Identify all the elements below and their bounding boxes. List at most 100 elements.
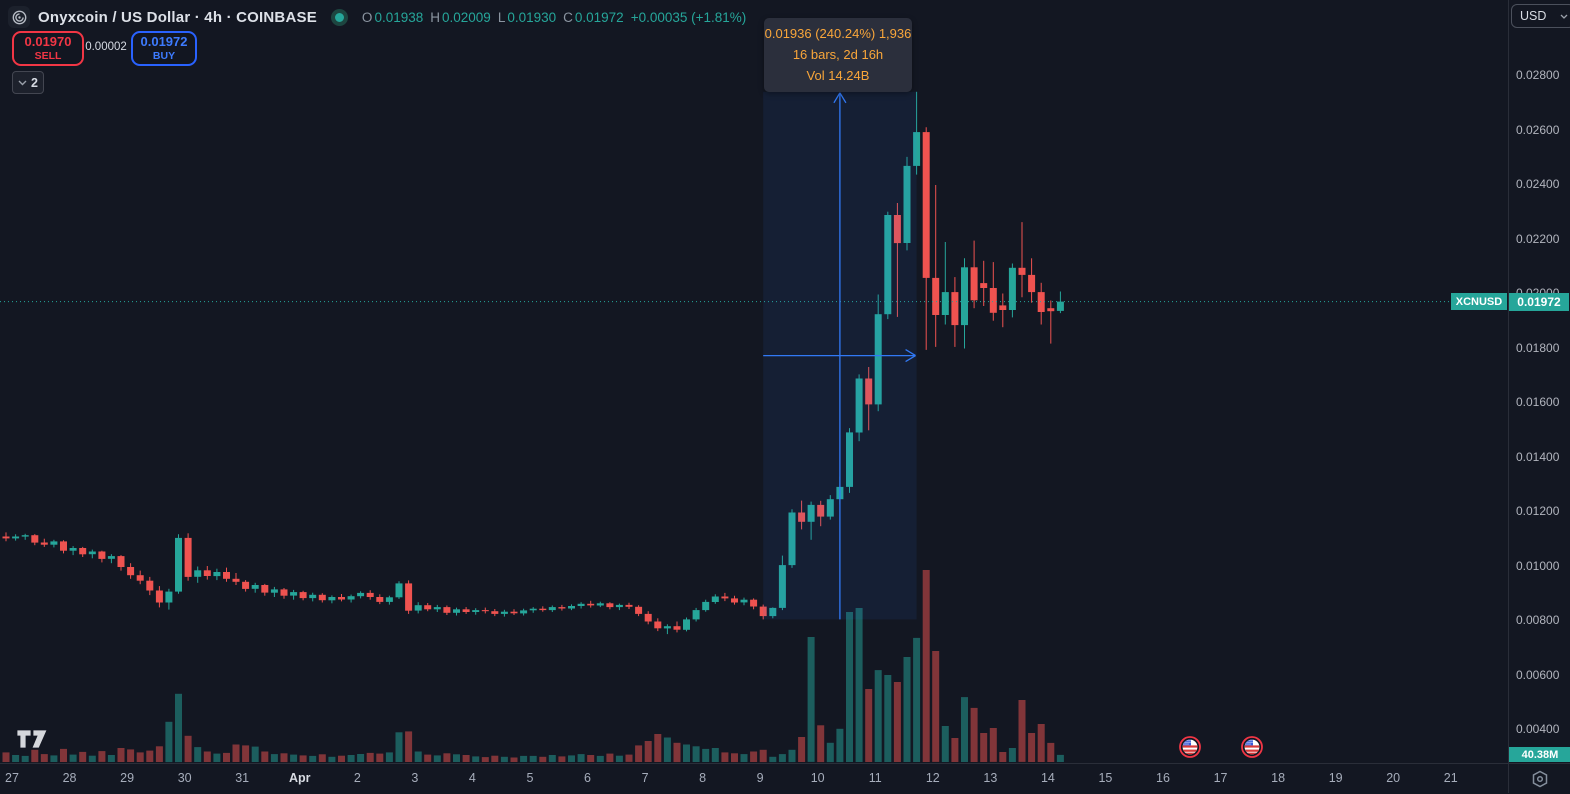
volume-bar: [472, 756, 480, 762]
candle-body: [88, 551, 96, 555]
volume-bar: [462, 755, 470, 762]
us-flag-icon[interactable]: [1179, 736, 1201, 758]
time-axis-tick: 4: [468, 771, 476, 785]
candle-body: [951, 292, 959, 326]
candle-body: [31, 535, 39, 543]
time-axis-tick: 2: [353, 771, 361, 785]
us-flag-icon[interactable]: [1241, 736, 1263, 758]
low-label: L: [497, 9, 506, 25]
candle-body: [357, 592, 365, 597]
volume-bar: [961, 697, 968, 762]
time-axis-tick: 15: [1098, 771, 1113, 785]
gear-icon: [1532, 770, 1548, 787]
high-label: H: [430, 9, 440, 25]
candle-body: [625, 604, 633, 607]
time-axis-tick: 20: [1386, 771, 1401, 785]
volume-bar: [2, 752, 10, 762]
volume-bar: [941, 726, 949, 762]
currency-selector[interactable]: USD: [1511, 4, 1570, 28]
market-status-dot[interactable]: [330, 8, 348, 26]
price-axis-tick: 0.01000: [1516, 558, 1560, 573]
volume-bar: [635, 745, 643, 762]
candle-body: [903, 165, 911, 243]
candle-body: [1056, 301, 1064, 311]
price-axis-tick: 0.01400: [1516, 449, 1560, 464]
candle-body: [491, 611, 499, 614]
time-axis-tick: 13: [983, 771, 998, 785]
volume-bar: [548, 755, 556, 762]
measure-bar-count: 16 bars, 2d 16h: [792, 47, 884, 62]
time-axis-tick: 12: [925, 771, 940, 785]
chart-pane[interactable]: [0, 0, 1508, 793]
volume-bar: [299, 755, 307, 762]
close-value: 0.01972: [574, 9, 624, 25]
volume-bar: [433, 755, 441, 762]
candle-body: [558, 607, 566, 609]
volume-bar: [1008, 748, 1016, 762]
volume-bar: [769, 756, 777, 763]
time-axis-tick: 28: [62, 771, 77, 785]
candle-body: [970, 267, 978, 301]
candle-body: [520, 610, 528, 614]
candle-body: [980, 283, 988, 288]
volume-bar: [989, 728, 997, 762]
volume-bar: [970, 707, 978, 762]
open-label: O: [361, 9, 373, 25]
measure-arrowhead-up: [833, 92, 847, 104]
volume-bar: [453, 754, 460, 762]
volume-bar: [31, 749, 39, 763]
volume-bar: [155, 746, 163, 762]
time-axis-tick: 7: [641, 771, 649, 785]
volume-bar: [127, 749, 135, 762]
volume-bar: [731, 753, 738, 763]
sell-label: SELL: [34, 49, 62, 62]
time-axis-tick: 27: [5, 771, 19, 785]
candle-body: [865, 378, 873, 405]
candle-body: [328, 597, 336, 601]
volume-bar: [184, 735, 192, 763]
volume-bar: [117, 748, 125, 762]
time-axis[interactable]: 27 28 29 30 31 Apr 2 3 4 5 6 7 8 9 10 11 12 13 14 15 16 17 18 1…: [0, 763, 1570, 794]
volume-bar: [21, 755, 29, 762]
volume-bar: [443, 753, 451, 763]
volume-bar: [366, 752, 374, 762]
time-axis-tick: 10: [810, 771, 825, 785]
buy-button[interactable]: 0.01972 BUY: [131, 31, 197, 66]
volume-bar: [395, 732, 403, 762]
axis-settings-corner[interactable]: [1508, 764, 1570, 793]
candle-body: [79, 548, 87, 555]
sell-button[interactable]: 0.01970 SELL: [12, 31, 84, 66]
price-axis[interactable]: USD 0.01972 40.38M 0.02800 0.02600 0.02400…: [1508, 0, 1570, 763]
candle-body: [385, 597, 393, 602]
candle-body: [750, 599, 758, 607]
candle-body: [69, 548, 77, 551]
price-axis-tick: 0.00800: [1516, 613, 1560, 627]
candle-body: [472, 610, 480, 612]
current-price-tag: 0.01972: [1509, 292, 1569, 311]
volume-bar: [481, 757, 489, 762]
volume-bar: [865, 689, 873, 762]
measure-arrowhead-right: [905, 349, 916, 363]
candle-body: [778, 565, 786, 608]
chevron-down-icon: [18, 80, 27, 85]
symbol-title[interactable]: Onyxcoin / US Dollar · 4h · COINBASE: [38, 8, 317, 26]
volume-bar: [270, 754, 278, 762]
candle-body: [338, 597, 345, 600]
volume-bar: [520, 755, 528, 762]
volume-bar: [798, 737, 806, 762]
volume-bar: [280, 753, 288, 763]
objects-collapse-chip[interactable]: 2: [12, 71, 44, 94]
sell-price: 0.01970: [24, 34, 72, 49]
candle-body: [644, 613, 652, 622]
volume-bar: [213, 753, 221, 762]
change-value: +0.00035 (+1.81%): [630, 9, 747, 25]
candle-body: [280, 589, 288, 596]
tradingview-logo-icon[interactable]: [16, 726, 50, 755]
volume-bar: [615, 755, 623, 762]
candle-body: [798, 512, 806, 522]
volume-bar: [491, 755, 499, 762]
measure-volume: Vol 14.24B: [806, 68, 870, 83]
candle-body: [807, 504, 815, 522]
volume-bar: [606, 753, 614, 762]
candle-body: [568, 606, 575, 609]
